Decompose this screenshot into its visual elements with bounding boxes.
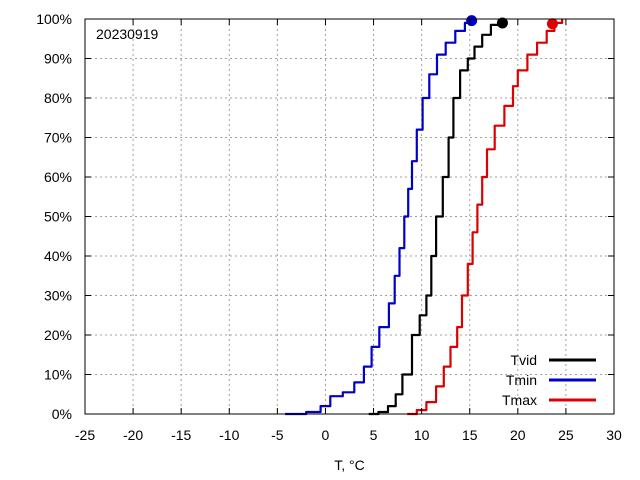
x-tick-label: -20 <box>123 427 143 443</box>
series-line-tmin <box>285 19 473 416</box>
series-line-tvid <box>368 22 500 416</box>
x-tick-label: -15 <box>171 427 191 443</box>
x-tick-label: 20 <box>510 427 526 443</box>
x-tick-label: 15 <box>462 427 478 443</box>
y-tick-label: 40% <box>44 248 72 264</box>
y-tick-label: 90% <box>44 51 72 67</box>
grid-layer <box>85 19 614 414</box>
series-layer <box>285 19 564 416</box>
y-tick-label: 100% <box>36 11 72 27</box>
x-tick-label: -5 <box>271 427 284 443</box>
x-axis-title: T, °C <box>334 457 365 473</box>
y-tick-label: 50% <box>44 209 72 225</box>
y-tick-label: 70% <box>44 130 72 146</box>
x-tick-label: 25 <box>558 427 574 443</box>
end-marker-tmin <box>466 15 478 27</box>
legend-label-tvid: Tvid <box>511 352 537 368</box>
series-line-tmax <box>407 19 564 416</box>
legend-label-tmax: Tmax <box>502 392 537 408</box>
y-tick-label: 60% <box>44 169 72 185</box>
end-marker-tmax <box>546 18 558 30</box>
y-tick-label: 10% <box>44 367 72 383</box>
end-marker-tvid <box>496 17 508 29</box>
x-tick-label: -10 <box>219 427 239 443</box>
x-tick-label: 10 <box>414 427 430 443</box>
x-tick-label: -25 <box>75 427 95 443</box>
y-tick-label: 30% <box>44 288 72 304</box>
x-tick-label: 0 <box>322 427 330 443</box>
legend: Tvid Tmin Tmax <box>502 352 596 408</box>
x-tick-label: 30 <box>606 427 622 443</box>
marker-layer <box>466 15 558 30</box>
y-tick-label: 80% <box>44 90 72 106</box>
tick-layer: -25 -20 -15 -10 -5 0 5 10 15 20 25 30 0% 10% 20% 30% 40%… <box>36 11 622 443</box>
y-tick-label: 0% <box>52 406 72 422</box>
y-tick-label: 20% <box>44 327 72 343</box>
date-annotation: 20230919 <box>96 26 159 42</box>
x-tick-label: 5 <box>370 427 378 443</box>
legend-label-tmin: Tmin <box>506 372 537 388</box>
